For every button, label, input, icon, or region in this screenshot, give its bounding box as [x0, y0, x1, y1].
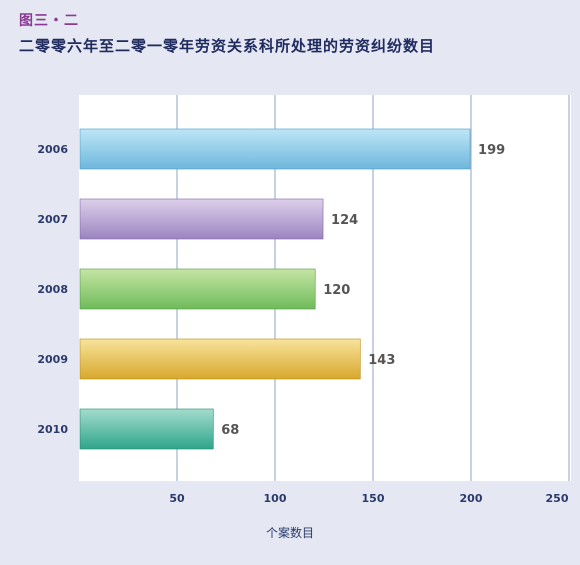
bar-2008: [79, 268, 316, 310]
bar-2009: [79, 338, 361, 380]
value-label: 68: [221, 423, 239, 438]
figure-label: 图三・二: [19, 13, 79, 29]
value-label: 199: [478, 143, 505, 158]
chart-title: 二零零六年至二零一零年劳资关系科所处理的劳资纠纷数目: [19, 37, 436, 55]
category-label: 2009: [37, 353, 68, 366]
bars: [79, 128, 471, 450]
category-label: 2007: [37, 213, 68, 226]
x-tick-label: 100: [264, 492, 287, 505]
x-tick-label: 200: [460, 492, 483, 505]
x-tick-label: 150: [362, 492, 385, 505]
x-tick-label: 50: [169, 492, 185, 505]
value-label: 124: [331, 213, 358, 228]
bar-2010: [79, 408, 214, 450]
category-label: 2006: [37, 143, 68, 156]
x-axis-title: 个案数目: [266, 525, 314, 540]
labels: 50 100 150 200 250 2006 199 2007 124 2008 120 2009 1…: [37, 143, 568, 505]
bar-2007: [79, 198, 324, 240]
category-label: 2008: [37, 283, 68, 296]
value-label: 143: [368, 353, 395, 368]
category-label: 2010: [37, 423, 68, 436]
value-label: 120: [323, 283, 350, 298]
x-tick-label: 250: [546, 492, 569, 505]
bar-2006: [79, 128, 471, 170]
